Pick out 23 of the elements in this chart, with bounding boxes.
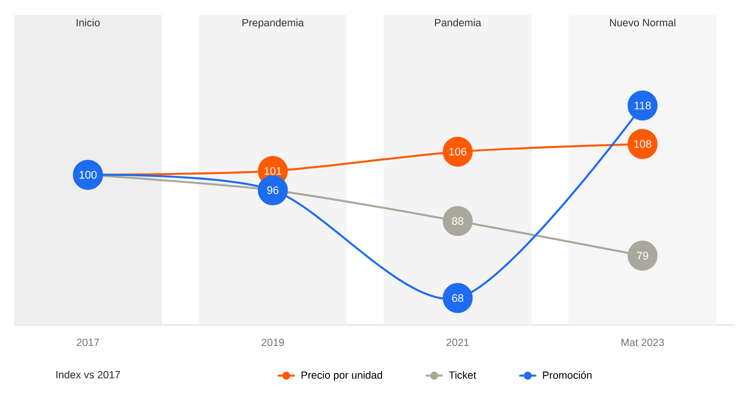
x-tick-label: 2019 (262, 338, 284, 346)
band-label: Nuevo Normal (610, 18, 676, 26)
data-label: 106 (449, 148, 466, 156)
point (442, 206, 473, 236)
x-tick-label: Mat 2023 (622, 338, 664, 346)
data-label: 68 (452, 294, 464, 302)
legend-label: Ticket (448, 371, 476, 379)
data-label: 96 (267, 186, 278, 194)
band-label: Inicio (76, 18, 100, 26)
data-label: 108 (634, 140, 652, 148)
data-label: 100 (80, 170, 97, 179)
data-label: 101 (264, 167, 282, 175)
point (442, 283, 473, 314)
legend-label: Precio por unidad (302, 371, 382, 381)
data-label: 79 (637, 252, 648, 260)
x-tick-label: 2021 (446, 338, 469, 346)
data-label: 88 (452, 217, 464, 225)
band-label: Pandemia (435, 18, 482, 26)
data-label: 118 (634, 102, 651, 110)
x-tick-label: 2017 (76, 338, 100, 346)
text: Index vs 2017 (56, 370, 120, 378)
legend-label: Promoción (543, 371, 592, 379)
band-label: Prepandemia (242, 18, 304, 28)
